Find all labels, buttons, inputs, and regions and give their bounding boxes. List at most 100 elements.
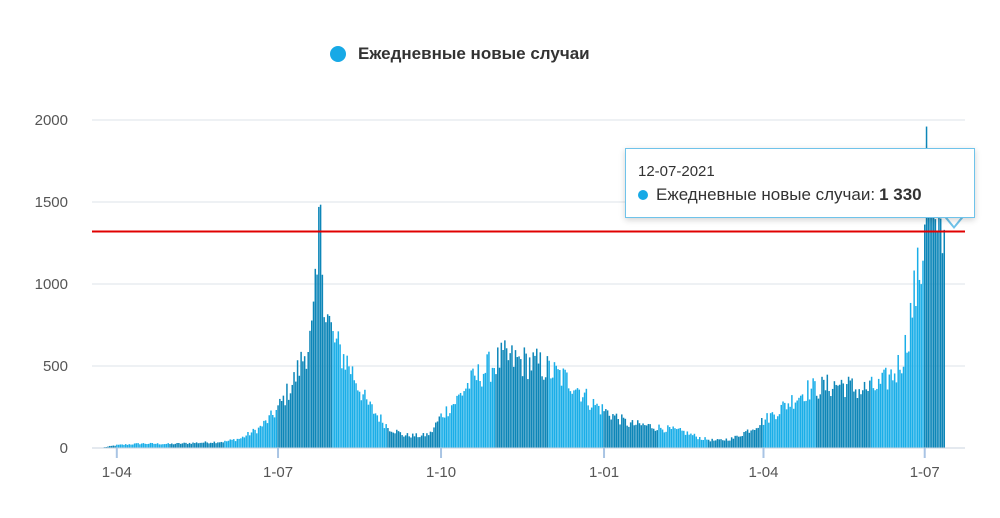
bar[interactable] [918, 279, 921, 448]
bar[interactable] [734, 435, 736, 448]
bar[interactable] [458, 394, 460, 448]
bar[interactable] [373, 413, 375, 448]
bar[interactable] [488, 351, 490, 448]
bar[interactable] [252, 428, 255, 448]
bar[interactable] [610, 419, 612, 448]
bar[interactable] [165, 443, 168, 448]
bar[interactable] [644, 425, 646, 448]
bar[interactable] [224, 440, 226, 448]
bar[interactable] [929, 158, 931, 448]
bar[interactable] [257, 427, 260, 448]
bar[interactable] [489, 381, 492, 448]
bar[interactable] [863, 381, 866, 448]
bar[interactable] [268, 415, 270, 448]
bar[interactable] [270, 410, 272, 448]
bar[interactable] [502, 350, 504, 448]
bar[interactable] [371, 404, 373, 448]
bar[interactable] [688, 434, 690, 448]
bar[interactable] [335, 338, 338, 448]
bar[interactable] [885, 367, 887, 448]
bar[interactable] [532, 352, 534, 448]
bar[interactable] [943, 229, 946, 448]
bar[interactable] [667, 425, 669, 448]
bar[interactable] [883, 369, 885, 448]
bar[interactable] [881, 372, 884, 448]
bar[interactable] [769, 413, 772, 448]
bar[interactable] [509, 353, 511, 448]
bar[interactable] [461, 395, 464, 448]
bar[interactable] [776, 416, 779, 448]
bar[interactable] [706, 439, 708, 448]
bar[interactable] [697, 439, 699, 448]
bar[interactable] [592, 398, 595, 448]
bar[interactable] [450, 405, 453, 448]
bar[interactable] [426, 433, 428, 448]
bar[interactable] [234, 441, 237, 448]
bar[interactable] [699, 436, 701, 448]
bar[interactable] [525, 353, 527, 448]
bar[interactable] [334, 342, 336, 448]
bar[interactable] [714, 440, 717, 448]
bar[interactable] [608, 415, 611, 448]
bar[interactable] [557, 369, 559, 448]
bar[interactable] [399, 432, 402, 448]
bar[interactable] [752, 429, 754, 448]
bar[interactable] [686, 431, 689, 448]
bar[interactable] [766, 413, 768, 448]
bar[interactable] [144, 443, 146, 448]
bar[interactable] [530, 370, 533, 448]
bar[interactable] [596, 403, 598, 448]
bar[interactable] [587, 405, 589, 448]
bar[interactable] [619, 424, 621, 448]
bar[interactable] [663, 432, 666, 448]
bar[interactable] [126, 444, 129, 448]
bar[interactable] [567, 388, 570, 448]
bar[interactable] [504, 340, 506, 448]
bar[interactable] [660, 427, 662, 448]
bar[interactable] [520, 359, 522, 448]
bar[interactable] [243, 437, 246, 448]
bar[interactable] [210, 442, 212, 448]
bar[interactable] [408, 436, 410, 448]
bar[interactable] [385, 424, 387, 448]
bar[interactable] [470, 370, 472, 448]
bar[interactable] [837, 385, 839, 448]
bar[interactable] [700, 439, 703, 448]
bar[interactable] [433, 427, 435, 448]
bar[interactable] [245, 435, 247, 448]
bar[interactable] [828, 391, 830, 448]
bar[interactable] [179, 443, 182, 448]
bar[interactable] [670, 429, 673, 448]
bar[interactable] [419, 437, 421, 448]
bar[interactable] [307, 352, 309, 448]
bar[interactable] [711, 438, 713, 448]
bar[interactable] [755, 428, 758, 448]
bar[interactable] [380, 414, 382, 449]
bar[interactable] [500, 342, 503, 448]
bar[interactable] [819, 394, 821, 448]
bar[interactable] [925, 126, 928, 448]
bar[interactable] [454, 404, 457, 448]
bar[interactable] [784, 402, 786, 448]
bar[interactable] [571, 393, 573, 448]
bar[interactable] [761, 418, 763, 448]
bar[interactable] [365, 399, 368, 448]
bar[interactable] [574, 389, 577, 448]
bar[interactable] [849, 380, 852, 448]
bar[interactable] [305, 368, 308, 448]
bar[interactable] [264, 420, 267, 448]
bar[interactable] [133, 443, 136, 448]
bar[interactable] [920, 284, 922, 448]
bar[interactable] [156, 443, 159, 448]
bar[interactable] [729, 440, 731, 448]
bar[interactable] [675, 429, 678, 448]
bar[interactable] [369, 401, 371, 448]
bar[interactable] [213, 441, 216, 448]
bar[interactable] [291, 384, 294, 448]
bar[interactable] [202, 442, 205, 448]
bar[interactable] [695, 436, 697, 448]
bar[interactable] [312, 301, 315, 448]
bar[interactable] [528, 357, 531, 448]
bar[interactable] [844, 397, 846, 448]
bar[interactable] [780, 404, 783, 448]
